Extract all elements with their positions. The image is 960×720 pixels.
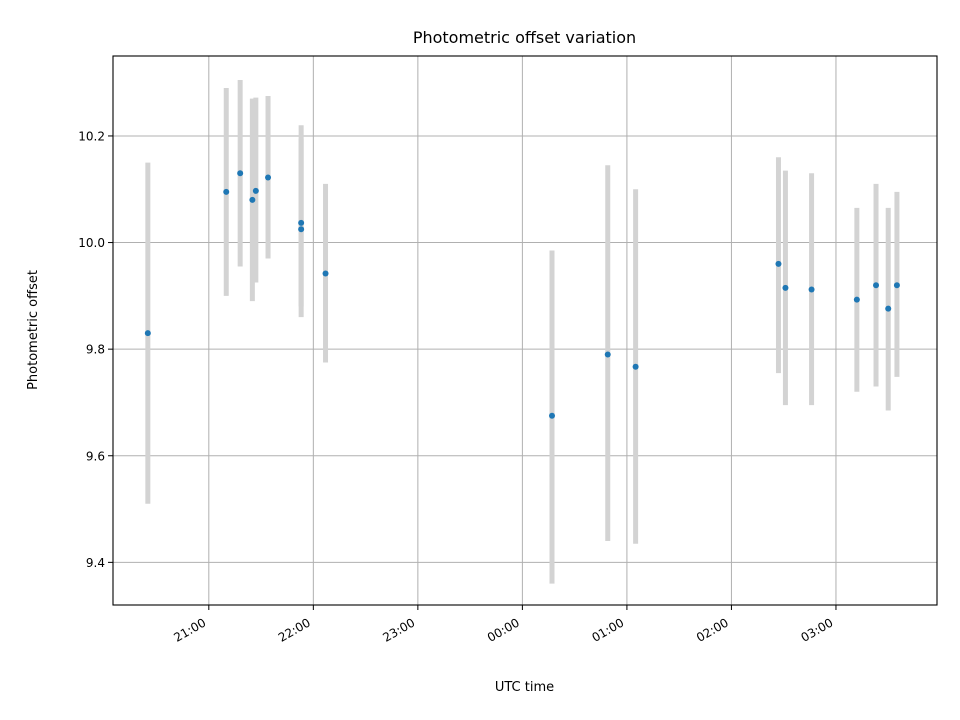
data-point: [782, 284, 789, 291]
y-tick-label: 9.6: [86, 449, 105, 463]
data-point: [298, 226, 305, 233]
data-point: [775, 260, 782, 267]
data-point: [604, 351, 611, 358]
data-point: [265, 174, 272, 181]
y-axis-label: Photometric offset: [26, 270, 41, 390]
data-point: [298, 219, 305, 226]
data-point: [252, 187, 259, 194]
data-point: [808, 286, 815, 293]
x-axis-label: UTC time: [495, 680, 554, 695]
point-layer: [144, 170, 900, 419]
plot-frame: [112, 55, 938, 606]
data-point: [549, 412, 556, 419]
data-point: [237, 170, 244, 177]
data-point: [249, 196, 256, 203]
data-point: [873, 282, 880, 289]
data-point: [223, 188, 230, 195]
data-point: [632, 363, 639, 370]
data-point: [322, 270, 329, 277]
data-point: [853, 296, 860, 303]
chart-title: Photometric offset variation: [413, 28, 636, 47]
y-tick-label: 10.2: [78, 129, 105, 143]
y-tick-label: 10.0: [78, 236, 105, 250]
data-point: [144, 330, 151, 337]
data-point: [893, 282, 900, 289]
y-tick-label: 9.4: [86, 556, 105, 570]
y-tick-label: 9.8: [86, 343, 105, 357]
data-point: [885, 305, 892, 312]
